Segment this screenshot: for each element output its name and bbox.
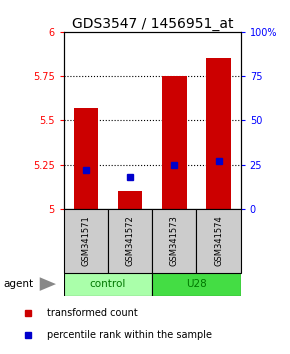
Bar	[206, 58, 231, 209]
Text: transformed count: transformed count	[46, 308, 137, 318]
Bar	[64, 209, 108, 273]
Bar	[152, 209, 197, 273]
Text: GSM341573: GSM341573	[170, 215, 179, 266]
Title: GDS3547 / 1456951_at: GDS3547 / 1456951_at	[72, 17, 233, 31]
Bar	[108, 209, 152, 273]
Text: U28: U28	[186, 279, 207, 289]
Bar	[74, 108, 98, 209]
Polygon shape	[40, 277, 56, 291]
Bar	[196, 209, 241, 273]
Text: control: control	[90, 279, 126, 289]
Bar	[162, 76, 186, 209]
Text: GSM341571: GSM341571	[81, 215, 90, 266]
Bar	[152, 273, 241, 296]
Text: GSM341574: GSM341574	[214, 215, 223, 266]
Text: agent: agent	[3, 279, 33, 289]
Text: percentile rank within the sample: percentile rank within the sample	[46, 330, 211, 339]
Text: GSM341572: GSM341572	[126, 215, 135, 266]
Bar	[118, 191, 142, 209]
Bar	[64, 273, 152, 296]
